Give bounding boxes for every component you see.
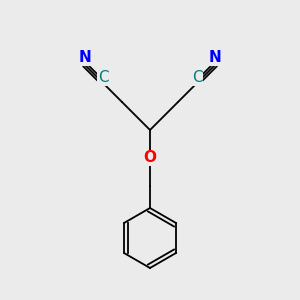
Text: C: C <box>192 70 202 86</box>
Text: N: N <box>79 50 92 65</box>
Text: O: O <box>143 151 157 166</box>
Text: N: N <box>208 50 221 65</box>
Text: C: C <box>98 70 108 86</box>
